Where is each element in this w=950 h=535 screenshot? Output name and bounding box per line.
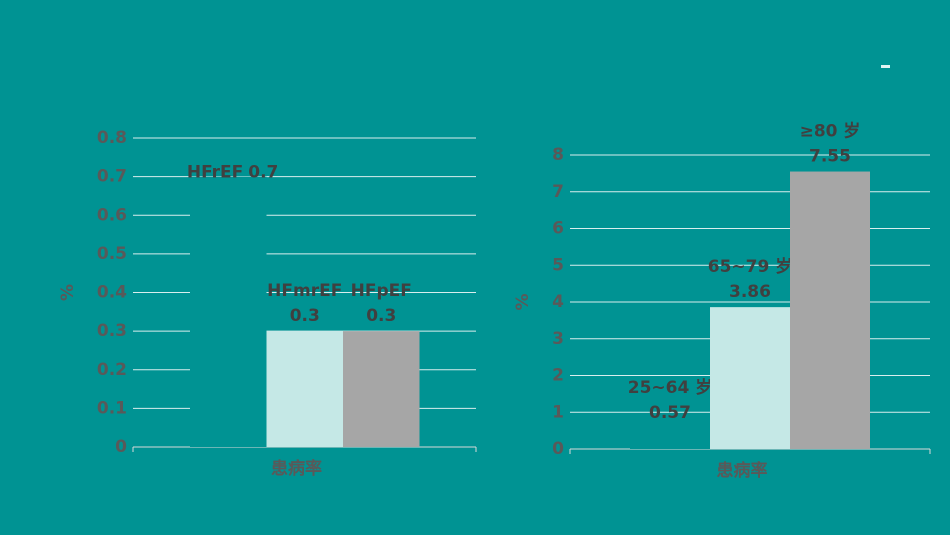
- data-label-name: ≥80 岁: [800, 121, 861, 142]
- y-tick-label: 3: [552, 329, 564, 349]
- y-axis-label: %: [513, 293, 533, 310]
- data-label-name: HFrEF: [187, 163, 243, 183]
- y-tick-label: 0.3: [97, 321, 127, 341]
- y-tick-label: 5: [552, 255, 564, 275]
- y-tick-label: 6: [552, 219, 564, 239]
- y-axis-label: %: [58, 284, 78, 301]
- data-label: 0.3: [290, 306, 320, 326]
- y-tick-label: 0: [552, 439, 564, 459]
- y-tick-label: 2: [552, 366, 564, 386]
- decoration: [881, 65, 890, 68]
- y-tick-label: 4: [552, 292, 564, 312]
- y-tick-label: 8: [552, 145, 564, 165]
- data-label: 7.55: [809, 147, 851, 167]
- data-label: 0.57: [649, 403, 691, 423]
- y-tick-label: 0.8: [97, 128, 127, 148]
- bar: [710, 307, 790, 449]
- y-tick-label: 0.7: [97, 167, 127, 187]
- y-tick-label: 1: [552, 402, 564, 422]
- bar: [343, 331, 420, 447]
- bar: [266, 331, 343, 447]
- y-tick-label: 0.4: [97, 283, 127, 303]
- x-tick-label: 患病率: [717, 460, 768, 481]
- data-label: 3.86: [729, 282, 771, 302]
- x-tick-label: 患病率: [271, 458, 322, 479]
- bar: [790, 171, 870, 449]
- data-label-name: 65~79 岁: [708, 256, 792, 277]
- y-tick-label: 7: [552, 182, 564, 202]
- y-tick-label: 0.1: [97, 398, 127, 418]
- data-label: 0.3: [366, 306, 396, 326]
- data-label-name: 25~64 岁: [628, 377, 712, 398]
- data-label-name: HFmrEF: [267, 281, 342, 301]
- y-tick-label: 0.2: [97, 360, 127, 380]
- bar: [630, 428, 710, 449]
- y-tick-label: 0.6: [97, 205, 127, 225]
- y-tick-label: 0: [115, 437, 127, 457]
- data-label: 0.7: [248, 163, 278, 183]
- data-label-name: HFpEF: [351, 281, 412, 301]
- y-tick-label: 0.5: [97, 244, 127, 264]
- bar: [190, 176, 267, 447]
